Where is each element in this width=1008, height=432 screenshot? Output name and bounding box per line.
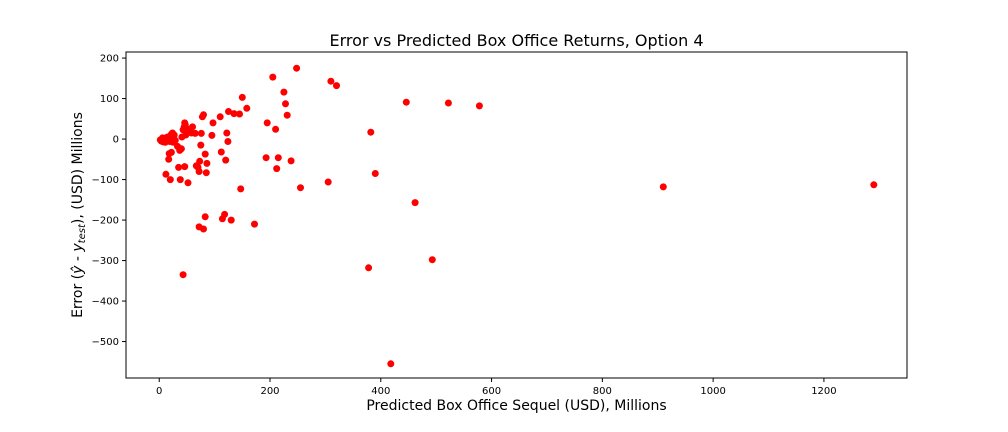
x-tick-label: 800 bbox=[593, 386, 612, 397]
y-tick-label: −200 bbox=[92, 216, 119, 227]
data-point bbox=[179, 271, 187, 279]
data-points bbox=[156, 64, 878, 368]
data-point bbox=[371, 170, 379, 177]
data-point bbox=[191, 129, 199, 137]
y-axis-label-suffix: ), (USD) Millions bbox=[70, 112, 86, 224]
x-tick-label: 400 bbox=[371, 386, 390, 397]
y-tick-label: −300 bbox=[92, 256, 119, 267]
data-point bbox=[243, 104, 251, 112]
x-tick-label: 0 bbox=[156, 386, 162, 397]
data-point bbox=[171, 136, 179, 144]
data-point bbox=[200, 225, 207, 233]
data-point bbox=[475, 102, 483, 110]
data-point bbox=[184, 179, 192, 187]
data-point bbox=[283, 111, 291, 119]
data-point bbox=[209, 119, 217, 127]
x-tick-label: 1000 bbox=[700, 386, 725, 397]
y-axis-label-yhat: ŷ bbox=[70, 265, 86, 275]
y-tick-label: 200 bbox=[100, 54, 119, 65]
data-point bbox=[224, 138, 232, 145]
data-point bbox=[263, 119, 271, 127]
data-point bbox=[223, 129, 231, 137]
x-axis-ticks: 0 200 400 600 800 1000 1200 bbox=[156, 378, 837, 397]
data-point bbox=[237, 185, 245, 193]
data-point bbox=[236, 110, 243, 118]
data-point bbox=[197, 141, 205, 149]
data-point bbox=[162, 170, 170, 178]
data-point bbox=[428, 256, 436, 264]
y-axis-ticks: 200 100 0 −100 −200 −300 −400 −500 bbox=[92, 54, 126, 348]
x-tick-label: 200 bbox=[260, 386, 279, 397]
data-point bbox=[200, 111, 207, 119]
data-point bbox=[177, 145, 185, 153]
chart-title: Error vs Predicted Box Office Returns, O… bbox=[329, 31, 703, 50]
data-point bbox=[273, 165, 281, 173]
data-point bbox=[274, 154, 282, 162]
data-point bbox=[201, 150, 209, 158]
data-point bbox=[208, 131, 216, 139]
data-point bbox=[402, 98, 410, 106]
data-point bbox=[195, 168, 203, 175]
y-tick-label: 100 bbox=[100, 94, 119, 105]
y-axis-label-prefix: Error ( bbox=[70, 274, 86, 318]
data-point bbox=[222, 156, 230, 164]
data-point bbox=[327, 77, 335, 85]
data-point bbox=[444, 99, 452, 107]
data-point bbox=[293, 64, 301, 72]
data-point bbox=[262, 154, 270, 162]
data-point bbox=[216, 113, 224, 121]
data-point bbox=[203, 159, 211, 167]
x-axis-label: Predicted Box Office Sequel (USD), Milli… bbox=[366, 398, 666, 414]
data-point bbox=[238, 93, 246, 101]
data-point bbox=[227, 216, 235, 224]
data-point bbox=[201, 213, 209, 221]
y-axis-label-sub: test bbox=[77, 223, 88, 243]
y-axis-label-y: y bbox=[70, 243, 86, 253]
data-point bbox=[870, 181, 878, 189]
data-point bbox=[324, 178, 332, 186]
data-point bbox=[269, 73, 277, 81]
data-point bbox=[175, 163, 183, 171]
y-tick-label: −100 bbox=[92, 175, 119, 186]
data-point bbox=[411, 199, 419, 207]
data-point bbox=[166, 176, 174, 184]
x-tick-label: 1200 bbox=[811, 386, 836, 397]
x-tick-label: 600 bbox=[482, 386, 501, 397]
data-point bbox=[272, 125, 280, 133]
data-point bbox=[251, 220, 258, 228]
y-tick-label: 0 bbox=[113, 135, 119, 146]
data-point bbox=[333, 82, 340, 90]
data-point bbox=[221, 210, 229, 218]
y-tick-label: −400 bbox=[92, 297, 119, 308]
data-point bbox=[181, 163, 189, 171]
y-tick-label: −500 bbox=[92, 337, 119, 348]
data-point bbox=[387, 360, 395, 368]
data-point bbox=[280, 88, 288, 96]
data-point bbox=[189, 123, 196, 131]
y-axis-label: Error (ŷ - ytest), (USD) Millions bbox=[70, 112, 88, 318]
data-point bbox=[365, 264, 373, 272]
data-point bbox=[176, 176, 184, 184]
data-point bbox=[287, 157, 295, 165]
data-point bbox=[282, 100, 289, 108]
data-point bbox=[367, 128, 375, 136]
data-point bbox=[297, 184, 304, 192]
y-axis-label-mid: - bbox=[70, 252, 86, 266]
data-point bbox=[217, 148, 225, 156]
data-point bbox=[202, 169, 210, 177]
plot-frame bbox=[125, 51, 908, 379]
data-point bbox=[659, 183, 667, 191]
data-point bbox=[196, 157, 204, 165]
data-point bbox=[167, 148, 175, 156]
data-point bbox=[230, 110, 238, 118]
data-point bbox=[165, 155, 173, 163]
data-point bbox=[225, 108, 232, 115]
data-point bbox=[170, 131, 178, 139]
data-point bbox=[197, 129, 205, 137]
